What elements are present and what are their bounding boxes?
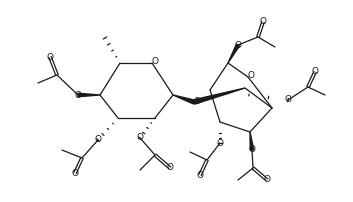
- Text: O: O: [259, 18, 267, 26]
- Text: O: O: [247, 72, 255, 81]
- Text: O: O: [167, 163, 174, 173]
- Text: O: O: [95, 136, 102, 144]
- Text: O: O: [249, 145, 256, 155]
- Text: O: O: [151, 58, 158, 66]
- Text: O: O: [47, 53, 54, 61]
- Polygon shape: [228, 44, 240, 63]
- Polygon shape: [250, 132, 254, 150]
- Text: O: O: [137, 134, 144, 142]
- Polygon shape: [173, 95, 195, 104]
- Text: O: O: [234, 40, 241, 49]
- Polygon shape: [78, 93, 100, 97]
- Polygon shape: [193, 88, 245, 104]
- Text: O: O: [285, 96, 292, 104]
- Text: O: O: [193, 98, 201, 106]
- Text: O: O: [74, 90, 82, 100]
- Text: O: O: [216, 139, 223, 147]
- Text: O: O: [311, 67, 318, 77]
- Text: O: O: [72, 168, 78, 178]
- Text: O: O: [263, 176, 270, 184]
- Text: O: O: [197, 170, 203, 180]
